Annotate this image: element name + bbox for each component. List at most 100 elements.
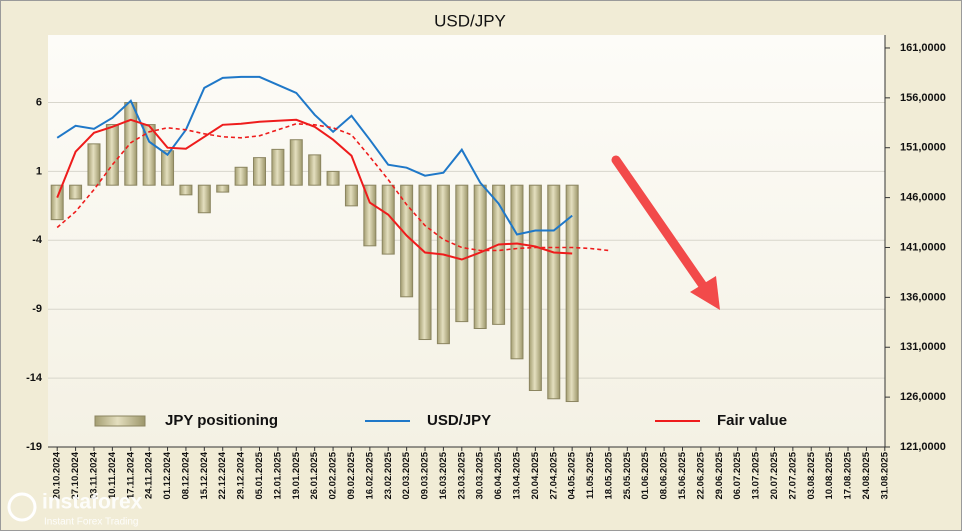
bar xyxy=(400,184,414,298)
x-tick-label: 24.11.2024 xyxy=(144,451,155,499)
y-tick-label: -19 xyxy=(26,441,42,453)
x-tick-label: 01.06.2025 xyxy=(640,451,651,499)
x-tick-label: 09.03.2025 xyxy=(420,451,431,499)
x-tick-label: 16.03.2025 xyxy=(438,451,449,499)
line xyxy=(56,122,609,252)
x-tick-label: 12.01.2025 xyxy=(272,451,283,499)
legend-swatch xyxy=(94,415,146,427)
bar xyxy=(418,184,432,341)
bar xyxy=(271,148,285,186)
legend-label: JPY positioning xyxy=(165,412,278,429)
y2-tick-label: 156,0000 xyxy=(900,92,946,104)
bar xyxy=(179,184,193,196)
x-tick-label: 31.08.2025 xyxy=(879,451,890,499)
y-tick-label: 6 xyxy=(36,96,42,108)
x-tick-label: 17.11.2024 xyxy=(125,451,136,499)
chart-title: USD/JPY xyxy=(434,11,506,30)
x-tick-label: 06.04.2025 xyxy=(493,451,504,499)
bar xyxy=(344,184,358,207)
x-tick-label: 22.12.2024 xyxy=(217,451,228,499)
bar xyxy=(142,124,156,186)
x-tick-label: 18.05.2025 xyxy=(603,451,614,499)
bar xyxy=(87,143,101,186)
x-tick-label: 17.08.2025 xyxy=(843,451,854,499)
x-tick-label: 03.08.2025 xyxy=(806,451,817,499)
bar xyxy=(492,184,506,325)
y-tick-label: -4 xyxy=(32,234,43,246)
bar xyxy=(197,184,211,214)
x-tick-label: 15.12.2024 xyxy=(199,451,210,499)
line xyxy=(56,75,573,236)
bar xyxy=(234,166,248,186)
legend-label: USD/JPY xyxy=(427,412,491,429)
y2-tick-label: 146,0000 xyxy=(900,192,946,204)
bar xyxy=(547,184,561,400)
x-tick-label: 13.04.2025 xyxy=(511,451,522,499)
bar xyxy=(161,150,175,186)
bar xyxy=(289,139,303,186)
bar xyxy=(473,184,487,329)
x-tick-label: 16.02.2025 xyxy=(364,451,375,499)
x-tick-label: 08.06.2025 xyxy=(659,451,670,499)
x-tick-label: 30.03.2025 xyxy=(475,451,486,499)
x-tick-label: 27.04.2025 xyxy=(548,451,559,499)
y2-tick-label: 131,0000 xyxy=(900,341,946,353)
x-tick-label: 19.01.2025 xyxy=(291,451,302,499)
bar xyxy=(308,154,322,186)
x-tick-label: 04.05.2025 xyxy=(567,451,578,499)
bar xyxy=(50,184,64,221)
y2-tick-label: 141,0000 xyxy=(900,241,946,253)
x-tick-label: 27.07.2025 xyxy=(787,451,798,499)
x-tick-label: 23.03.2025 xyxy=(456,451,467,499)
logo-icon xyxy=(7,492,37,522)
logo-text: instaforex xyxy=(42,491,143,514)
watermark: instaforex Instant Forex Trading xyxy=(7,491,143,528)
bar xyxy=(363,184,377,247)
bar xyxy=(69,184,83,200)
x-tick-label: 27.10.2024 xyxy=(70,451,81,499)
x-tick-label: 05.01.2025 xyxy=(254,451,265,499)
x-tick-label: 23.02.2025 xyxy=(383,451,394,499)
y2-tick-label: 121,0000 xyxy=(900,441,946,453)
x-tick-label: 20.04.2025 xyxy=(530,451,541,499)
x-tick-label: 13.07.2025 xyxy=(751,451,762,499)
y2-tick-label: 136,0000 xyxy=(900,291,946,303)
bar xyxy=(436,184,450,345)
arrow xyxy=(611,155,711,295)
x-tick-label: 29.12.2024 xyxy=(236,451,247,499)
x-tick-label: 25.05.2025 xyxy=(622,451,633,499)
x-tick-label: 11.05.2025 xyxy=(585,451,596,499)
legend-label: Fair value xyxy=(717,412,787,429)
bar xyxy=(326,170,340,186)
y-tick-label: 1 xyxy=(36,165,42,177)
bar xyxy=(510,184,524,360)
logo-tagline: Instant Forex Trading xyxy=(44,517,139,528)
x-tick-label: 03.11.2024 xyxy=(88,451,99,499)
y-tick-label: -9 xyxy=(32,303,42,315)
arrow-head xyxy=(690,276,720,310)
x-tick-label: 10.11.2024 xyxy=(107,451,118,499)
x-tick-label: 20.07.2025 xyxy=(769,451,780,499)
x-tick-label: 09.02.2025 xyxy=(346,451,357,499)
x-tick-label: 20.10.2024 xyxy=(52,451,63,499)
x-tick-label: 22.06.2025 xyxy=(695,451,706,499)
bar xyxy=(381,184,395,255)
bar xyxy=(565,184,579,403)
y-tick-label: -14 xyxy=(26,372,43,384)
bar xyxy=(455,184,469,323)
x-tick-label: 29.06.2025 xyxy=(714,451,725,499)
x-tick-label: 06.07.2025 xyxy=(732,451,743,499)
bar xyxy=(253,157,266,186)
x-tick-label: 02.02.2025 xyxy=(328,451,339,499)
x-tick-label: 10.08.2025 xyxy=(824,451,835,499)
bar xyxy=(216,184,230,193)
y2-tick-label: 161,0000 xyxy=(900,42,946,54)
bar xyxy=(528,184,542,392)
x-tick-label: 01.12.2024 xyxy=(162,451,173,499)
x-tick-label: 02.03.2025 xyxy=(401,451,412,499)
bar xyxy=(124,102,138,186)
x-tick-label: 08.12.2024 xyxy=(180,451,191,499)
y2-tick-label: 151,0000 xyxy=(900,142,946,154)
y2-tick-label: 126,0000 xyxy=(900,391,946,403)
